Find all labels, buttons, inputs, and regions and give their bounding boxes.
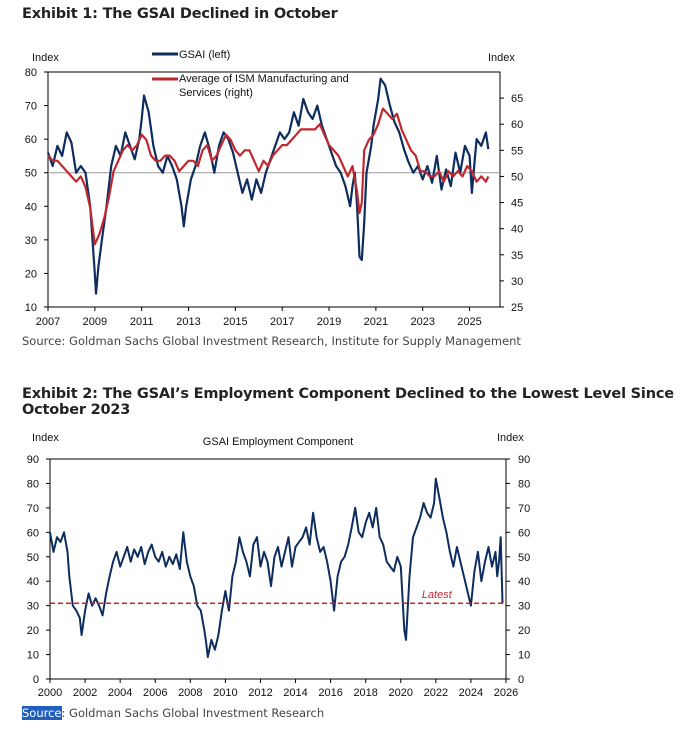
- left-tick-label: 40: [25, 201, 37, 213]
- x-tick-label: 2008: [178, 687, 202, 699]
- x-tick-label: 2022: [424, 687, 448, 699]
- right-tick-label: 10: [518, 650, 530, 662]
- right-tick-label: 50: [511, 171, 523, 183]
- left-tick-label: 0: [33, 674, 39, 686]
- left-axis-label: Index: [32, 52, 59, 64]
- x-tick-label: 2007: [36, 316, 60, 328]
- right-tick-label: 55: [511, 145, 523, 157]
- right-tick-label: 45: [511, 198, 523, 210]
- x-tick-label: 2012: [248, 687, 272, 699]
- x-tick-label: 2002: [73, 687, 97, 699]
- right-tick-label: 0: [518, 674, 524, 686]
- right-axis-label: Index: [488, 52, 515, 64]
- plot-frame: [49, 458, 507, 680]
- left-tick-label: 50: [25, 168, 37, 180]
- x-tick-label: 2013: [176, 316, 200, 328]
- left-tick-label: 70: [27, 503, 39, 515]
- latest-label: Latest: [422, 589, 453, 601]
- x-tick-label: 2024: [459, 687, 483, 699]
- legend-gsai-label: GSAI (left): [179, 49, 230, 61]
- right-tick-label: 40: [511, 224, 523, 236]
- left-tick-label: 20: [27, 625, 39, 637]
- source-highlight: Source: [22, 706, 62, 720]
- left-tick-label: 40: [27, 576, 39, 588]
- right-axis-label: Index: [497, 432, 524, 444]
- x-tick-label: 2017: [270, 316, 294, 328]
- chart-title: GSAI Employment Component: [203, 436, 353, 448]
- exhibit-1-title: Exhibit 1: The GSAI Declined in October: [22, 6, 338, 22]
- x-tick-label: 2016: [318, 687, 342, 699]
- x-tick-label: 2026: [494, 687, 518, 699]
- x-tick-label: 2023: [410, 316, 434, 328]
- left-tick-label: 30: [27, 601, 39, 613]
- right-tick-label: 40: [518, 576, 530, 588]
- right-tick-label: 90: [518, 454, 530, 466]
- plot-frame: [47, 71, 501, 308]
- x-tick-label: 2009: [83, 316, 107, 328]
- right-tick-label: 20: [518, 625, 530, 637]
- x-tick-label: 2015: [223, 316, 247, 328]
- x-tick-label: 2006: [143, 687, 167, 699]
- right-tick-label: 35: [511, 250, 523, 262]
- x-tick-label: 2019: [317, 316, 341, 328]
- right-tick-label: 50: [518, 552, 530, 564]
- x-tick-label: 2018: [353, 687, 377, 699]
- gsai-series-line: [46, 77, 490, 295]
- source-rest: : Goldman Sachs Global Investment Resear…: [61, 706, 325, 720]
- employment-series-line: [49, 477, 504, 658]
- left-tick-label: 80: [25, 67, 37, 79]
- exhibit-2-title: Exhibit 2: The GSAI’s Employment Compone…: [22, 386, 674, 418]
- left-tick-label: 70: [25, 101, 37, 113]
- x-tick-label: 2000: [38, 687, 62, 699]
- left-tick-label: 60: [25, 134, 37, 146]
- x-tick-label: 2025: [457, 316, 481, 328]
- exhibit-2-source: Source: Goldman Sachs Global Investment …: [22, 706, 324, 720]
- x-tick-label: 2014: [283, 687, 307, 699]
- x-tick-label: 2011: [130, 316, 154, 328]
- x-tick-label: 2021: [364, 316, 388, 328]
- left-tick-label: 90: [27, 454, 39, 466]
- right-tick-label: 30: [511, 276, 523, 288]
- left-axis-label: Index: [32, 432, 59, 444]
- right-tick-label: 65: [511, 93, 523, 105]
- right-tick-label: 30: [518, 601, 530, 613]
- exhibit-1-chart: Index Index 10 20 30 40 50 60 70 80 25 30 35 40 45 50 55…: [25, 49, 524, 328]
- right-tick-label: 60: [511, 119, 523, 131]
- legend-ism-label: Average of ISM Manufacturing and Services…: [179, 73, 349, 99]
- exhibit-1-source: Source: Goldman Sachs Global Investment …: [22, 334, 521, 348]
- x-tick-label: 2010: [213, 687, 237, 699]
- left-tick-label: 10: [25, 302, 37, 314]
- left-tick-label: 10: [27, 650, 39, 662]
- left-tick-label: 20: [25, 268, 37, 280]
- left-tick-label: 80: [27, 478, 39, 490]
- right-tick-label: 60: [518, 527, 530, 539]
- left-tick-label: 60: [27, 527, 39, 539]
- right-tick-label: 80: [518, 478, 530, 490]
- x-tick-label: 2020: [389, 687, 413, 699]
- x-tick-label: 2004: [108, 687, 132, 699]
- ism-average-series-line: [47, 107, 490, 246]
- left-tick-label: 30: [25, 235, 37, 247]
- right-tick-label: 70: [518, 503, 530, 515]
- right-tick-label: 25: [511, 302, 523, 314]
- left-tick-label: 50: [27, 552, 39, 564]
